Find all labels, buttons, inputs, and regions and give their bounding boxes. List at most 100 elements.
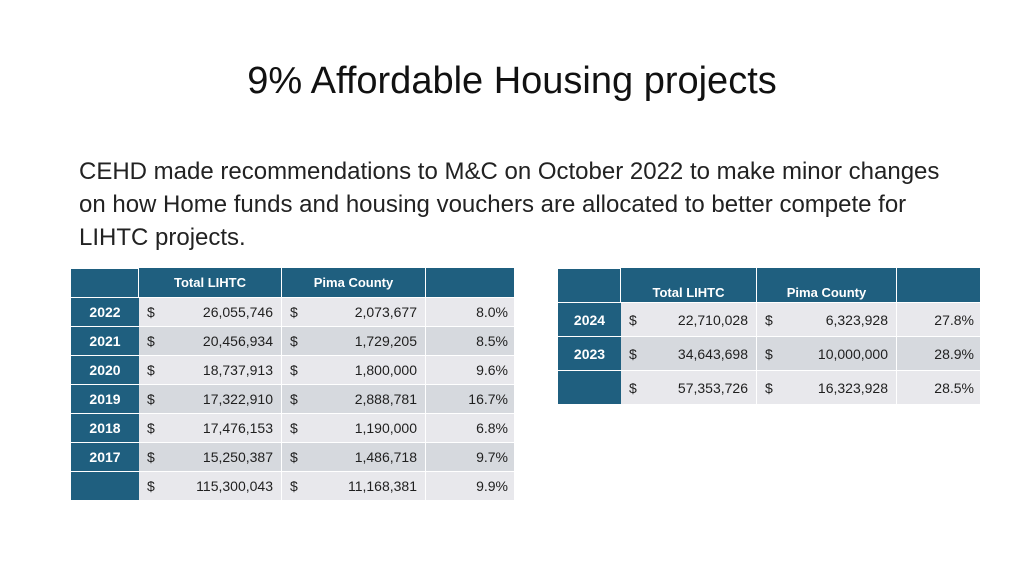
body-paragraph: CEHD made recommendations to M&C on Octo… — [79, 158, 940, 251]
total-lihtc-value: 22,710,028 — [677, 311, 748, 328]
pima-county-cell: $1,800,000 — [282, 355, 426, 384]
currency-symbol: $ — [629, 379, 637, 396]
pima-county-value: 1,486,718 — [354, 449, 417, 465]
row-year — [558, 370, 621, 404]
pima-county-value: 2,073,677 — [354, 304, 417, 320]
percent-cell: 9.7% — [426, 442, 515, 471]
table-row: 2024 $22,710,028 $6,323,928 27.8% — [558, 302, 981, 336]
table-header-row: Total LIHTC Pima County — [558, 268, 981, 302]
pima-county-cell: $2,073,677 — [282, 297, 426, 326]
currency-symbol: $ — [290, 449, 298, 465]
currency-symbol: $ — [290, 333, 298, 349]
pima-county-value: 11,168,381 — [347, 478, 417, 494]
header-total-lihtc: Total LIHTC — [621, 268, 757, 302]
header-total-lihtc: Total LIHTC — [139, 268, 282, 297]
table-row: $115,300,043 $11,168,381 9.9% — [71, 471, 515, 500]
currency-symbol: $ — [147, 304, 155, 320]
total-lihtc-value: 26,055,746 — [202, 304, 273, 320]
currency-symbol: $ — [147, 391, 155, 407]
currency-symbol: $ — [290, 304, 298, 320]
currency-symbol: $ — [629, 311, 637, 328]
percent-cell: 9.9% — [426, 471, 515, 500]
currency-symbol: $ — [147, 478, 155, 494]
pima-county-cell: $1,190,000 — [282, 413, 426, 442]
row-year: 2023 — [558, 336, 621, 370]
total-lihtc-cell: $115,300,043 — [139, 471, 282, 500]
table-row: $57,353,726 $16,323,928 28.5% — [558, 370, 981, 404]
header-percent — [426, 268, 515, 297]
row-year: 2019 — [71, 384, 139, 413]
pima-county-value: 10,000,000 — [817, 345, 888, 362]
header-year — [71, 268, 139, 297]
pima-county-cell: $16,323,928 — [757, 370, 897, 404]
header-pima-county: Pima County — [282, 268, 426, 297]
pima-county-cell: $1,486,718 — [282, 442, 426, 471]
slide-title: 9% Affordable Housing projects — [247, 60, 777, 102]
total-lihtc-cell: $34,643,698 — [621, 336, 757, 370]
total-lihtc-value: 17,476,153 — [202, 420, 273, 436]
currency-symbol: $ — [147, 362, 155, 378]
total-lihtc-cell: $20,456,934 — [139, 326, 282, 355]
total-lihtc-cell: $57,353,726 — [621, 370, 757, 404]
currency-symbol: $ — [765, 311, 773, 328]
percent-cell: 8.0% — [426, 297, 515, 326]
row-year: 2018 — [71, 413, 139, 442]
table-row: 2022 $26,055,746 $2,073,677 8.0% — [71, 297, 515, 326]
percent-cell: 9.6% — [426, 355, 515, 384]
lihtc-table-2017-2022: Total LIHTC Pima County 2022 $26,055,746 $… — [71, 268, 515, 500]
pima-county-value: 6,323,928 — [825, 311, 888, 328]
row-year: 2017 — [71, 442, 139, 471]
percent-cell: 6.8% — [426, 413, 515, 442]
total-lihtc-cell: $22,710,028 — [621, 302, 757, 336]
table-row: 2020 $18,737,913 $1,800,000 9.6% — [71, 355, 515, 384]
pima-county-value: 16,323,928 — [817, 379, 888, 396]
pima-county-cell: $11,168,381 — [282, 471, 426, 500]
pima-county-cell: $10,000,000 — [757, 336, 897, 370]
lihtc-table-2023-2024: Total LIHTC Pima County 2024 $22,710,028 $… — [558, 268, 981, 404]
table-row: 2019 $17,322,910 $2,888,781 16.7% — [71, 384, 515, 413]
percent-cell: 8.5% — [426, 326, 515, 355]
row-year: 2020 — [71, 355, 139, 384]
currency-symbol: $ — [765, 379, 773, 396]
total-lihtc-cell: $26,055,746 — [139, 297, 282, 326]
pima-county-value: 1,729,205 — [354, 333, 417, 349]
percent-cell: 28.9% — [897, 336, 981, 370]
total-lihtc-value: 34,643,698 — [677, 345, 748, 362]
table-row: 2021 $20,456,934 $1,729,205 8.5% — [71, 326, 515, 355]
header-year — [558, 268, 621, 302]
row-year — [71, 471, 139, 500]
currency-symbol: $ — [290, 362, 298, 378]
total-lihtc-value: 17,322,910 — [202, 391, 273, 407]
percent-cell: 16.7% — [426, 384, 515, 413]
total-lihtc-cell: $15,250,387 — [139, 442, 282, 471]
row-year: 2021 — [71, 326, 139, 355]
table-row: 2018 $17,476,153 $1,190,000 6.8% — [71, 413, 515, 442]
percent-cell: 27.8% — [897, 302, 981, 336]
total-lihtc-cell: $17,322,910 — [139, 384, 282, 413]
table-header-row: Total LIHTC Pima County — [71, 268, 515, 297]
total-lihtc-cell: $17,476,153 — [139, 413, 282, 442]
total-lihtc-value: 57,353,726 — [677, 379, 748, 396]
pima-county-value: 1,800,000 — [354, 362, 417, 378]
total-lihtc-value: 15,250,387 — [202, 449, 273, 465]
currency-symbol: $ — [147, 333, 155, 349]
currency-symbol: $ — [147, 420, 155, 436]
pima-county-value: 2,888,781 — [354, 391, 417, 407]
total-lihtc-cell: $18,737,913 — [139, 355, 282, 384]
total-lihtc-value: 115,300,043 — [196, 478, 273, 494]
table-row: 2023 $34,643,698 $10,000,000 28.9% — [558, 336, 981, 370]
currency-symbol: $ — [147, 449, 155, 465]
row-year: 2024 — [558, 302, 621, 336]
table-row: 2017 $15,250,387 $1,486,718 9.7% — [71, 442, 515, 471]
currency-symbol: $ — [290, 478, 298, 494]
row-year: 2022 — [71, 297, 139, 326]
total-lihtc-value: 20,456,934 — [202, 333, 273, 349]
percent-cell: 28.5% — [897, 370, 981, 404]
currency-symbol: $ — [765, 345, 773, 362]
currency-symbol: $ — [629, 345, 637, 362]
pima-county-value: 1,190,000 — [354, 420, 417, 436]
header-pima-county: Pima County — [757, 268, 897, 302]
currency-symbol: $ — [290, 420, 298, 436]
pima-county-cell: $1,729,205 — [282, 326, 426, 355]
total-lihtc-value: 18,737,913 — [202, 362, 273, 378]
